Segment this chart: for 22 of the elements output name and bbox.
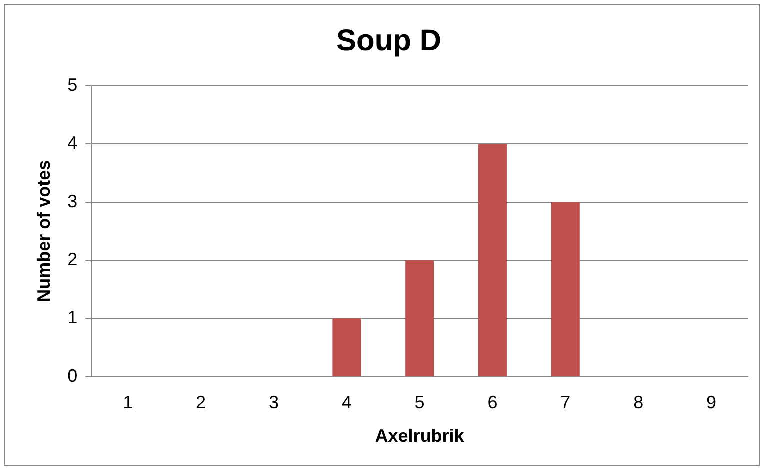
y-tick-label: 3	[68, 191, 78, 212]
x-tick-label: 4	[342, 392, 352, 413]
bar	[332, 318, 362, 376]
y-tick-label: 5	[68, 74, 78, 95]
x-tick-label: 9	[706, 392, 717, 413]
y-tick-label: 0	[68, 366, 78, 386]
x-axis-title: Axelrubrik	[375, 426, 466, 446]
x-tick-label: 7	[560, 392, 571, 413]
y-tick-label: 4	[68, 133, 78, 154]
x-tick-label: 6	[488, 392, 498, 413]
x-tick-label: 3	[268, 392, 279, 413]
x-tick-label: 2	[196, 392, 206, 413]
y-tick-label: 2	[68, 249, 78, 270]
y-axis-title: Number of votes	[34, 160, 54, 302]
x-tick-label: 1	[123, 392, 134, 413]
x-tick-label: 5	[414, 392, 425, 413]
x-tick-label: 8	[634, 392, 644, 413]
chart-title: Soup D	[336, 24, 442, 58]
bar	[551, 202, 580, 376]
bar	[406, 260, 434, 376]
y-tick-label: 1	[68, 308, 78, 328]
bar	[478, 144, 507, 376]
